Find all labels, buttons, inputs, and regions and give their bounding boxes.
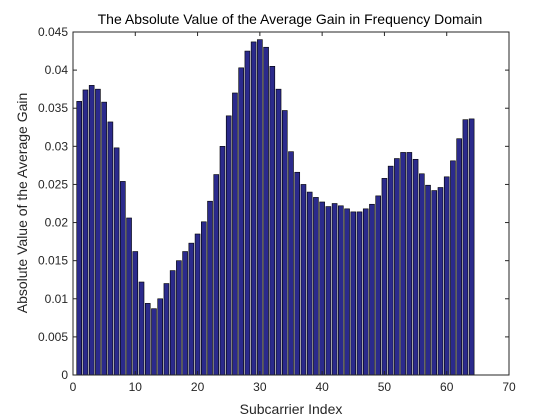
bar-22 <box>207 200 213 376</box>
bar-48 <box>369 203 375 376</box>
bar-1 <box>76 101 83 376</box>
x-tick-label: 0 <box>70 380 77 394</box>
chart-title: The Absolute Value of the Average Gain i… <box>98 11 483 27</box>
bar-60 <box>443 176 450 376</box>
bar-35 <box>288 151 294 376</box>
bar-27 <box>238 67 244 376</box>
bar-13 <box>151 308 157 376</box>
y-tick-label: 0.025 <box>38 177 68 191</box>
bar-63 <box>462 119 469 376</box>
x-tick-label: 30 <box>253 380 267 394</box>
bar-9 <box>126 217 132 376</box>
bar-28 <box>244 50 251 376</box>
bar-6 <box>107 121 114 376</box>
bar-55 <box>412 158 419 376</box>
y-tick-label: 0.03 <box>45 139 69 153</box>
bar-58 <box>431 190 438 376</box>
bar-17 <box>176 260 182 376</box>
bar-12 <box>144 303 151 376</box>
bar-16 <box>169 270 176 376</box>
bar-64 <box>468 118 475 376</box>
bar-21 <box>201 221 207 376</box>
bar-26 <box>232 92 238 376</box>
bar-33 <box>275 88 282 376</box>
bar-44 <box>344 208 350 376</box>
bar-34 <box>281 110 288 376</box>
bar-23 <box>213 174 220 376</box>
bar-4 <box>95 88 101 376</box>
x-tick-label: 20 <box>191 380 205 394</box>
bar-18 <box>182 251 188 376</box>
bar-31 <box>263 46 269 376</box>
bar-54 <box>406 152 413 376</box>
x-tick-label: 60 <box>440 380 454 394</box>
bar-40 <box>319 201 325 376</box>
y-tick-label: 0.035 <box>38 101 68 115</box>
bar-41 <box>325 206 332 376</box>
y-tick-label: 0.01 <box>45 292 69 306</box>
y-tick-label: 0.005 <box>38 330 68 344</box>
bar-32 <box>269 66 276 376</box>
y-tick-label: 0.045 <box>38 25 68 39</box>
bar-43 <box>338 205 344 376</box>
bar-45 <box>350 211 357 376</box>
bar-10 <box>132 251 139 376</box>
plot-frame <box>72 31 510 376</box>
bar-49 <box>375 195 381 376</box>
x-axis-label: Subcarrier Index <box>240 401 343 417</box>
bar-59 <box>437 187 444 376</box>
x-axis-ticks: 0 10 20 30 40 50 60 70 <box>70 32 516 394</box>
y-tick-label: 0.015 <box>38 254 68 268</box>
bar-52 <box>394 158 400 376</box>
bar-14 <box>157 298 163 376</box>
bar-20 <box>194 233 201 376</box>
bar-57 <box>425 184 431 376</box>
y-axis-label: Absolute Value of the Average Gain <box>14 93 30 314</box>
bar-25 <box>225 115 232 376</box>
bar-8 <box>120 181 126 376</box>
bar-19 <box>188 242 195 376</box>
bar-53 <box>400 152 406 376</box>
y-tick-label: 0.02 <box>45 216 69 230</box>
bar-11 <box>138 281 145 376</box>
bar-37 <box>300 184 307 376</box>
bar-62 <box>456 138 462 376</box>
bar-51 <box>387 165 394 376</box>
bar-47 <box>362 208 369 376</box>
bar-39 <box>313 197 319 376</box>
bar-38 <box>306 191 313 376</box>
x-tick-label: 50 <box>378 380 392 394</box>
bar-5 <box>101 101 107 376</box>
bar-15 <box>163 283 170 376</box>
bar-series <box>76 39 475 376</box>
bar-29 <box>250 41 257 376</box>
bar-50 <box>381 178 388 376</box>
bar-61 <box>450 160 456 376</box>
y-tick-label: 0 <box>61 368 68 382</box>
bar-36 <box>294 171 301 376</box>
bar-30 <box>257 39 263 376</box>
bar-56 <box>419 173 425 376</box>
bar-42 <box>331 203 338 376</box>
bar-7 <box>113 147 120 376</box>
bar-3 <box>88 85 95 376</box>
y-tick-label: 0.04 <box>45 63 69 77</box>
x-tick-label: 40 <box>315 380 329 394</box>
bar-2 <box>82 89 89 376</box>
bar-24 <box>219 146 226 376</box>
x-tick-label: 10 <box>129 380 143 394</box>
x-tick-label: 70 <box>502 380 516 394</box>
bar-46 <box>356 211 363 376</box>
